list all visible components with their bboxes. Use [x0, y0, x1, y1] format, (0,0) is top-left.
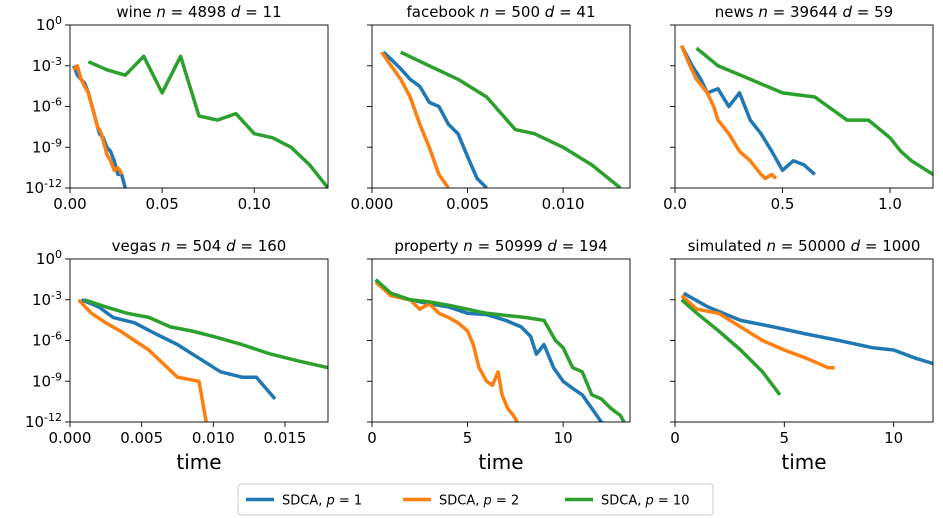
series-group	[680, 291, 933, 396]
legend-label: SDCA, p = 1	[282, 494, 362, 509]
y-tick-label: 10-9	[32, 136, 62, 156]
legend-label: SDCA, p = 2	[439, 494, 519, 509]
series-line-2	[72, 64, 124, 176]
series-line-2	[374, 280, 519, 422]
legend-entry-2: SDCA, p = 2	[403, 494, 519, 509]
panel-title: simulated n = 50000 d = 1000	[688, 237, 921, 255]
subplot-6: 0 5 10 simulated n = 50000 d = 1000 time	[670, 237, 934, 474]
legend-box	[237, 483, 714, 516]
x-axis-label: time	[781, 450, 826, 474]
series-line-1	[679, 44, 816, 176]
series-line-2	[380, 51, 450, 188]
x-tick-label: 10	[554, 429, 573, 447]
series-line-3	[680, 298, 782, 396]
series-line-3	[83, 298, 328, 370]
panel-title: news n = 39644 d = 59	[715, 3, 893, 21]
panel-title: property n = 50999 d = 194	[394, 237, 607, 255]
x-tick-label: 0.0	[663, 195, 687, 213]
y-tick-label: 100	[36, 248, 62, 268]
series-line-3	[695, 46, 933, 176]
x-tick-label: 0.00	[53, 195, 86, 213]
x-tick-label: 10	[884, 429, 903, 447]
x-axis-label: time	[478, 450, 523, 474]
y-tick-label: 10-9	[32, 370, 62, 390]
x-tick-label: 0.010	[542, 195, 585, 213]
legend: SDCA, p = 1 SDCA, p = 2 SDCA, p = 10	[237, 483, 714, 516]
axis-frame	[674, 258, 934, 423]
x-tick-label: 0.05	[145, 195, 178, 213]
legend-entry-1: SDCA, p = 1	[246, 494, 362, 509]
panel-title: wine n = 4898 d = 11	[116, 3, 281, 21]
x-tick-label: 0.005	[120, 429, 163, 447]
x-tick-label: 5	[463, 429, 473, 447]
series-group	[374, 278, 626, 422]
subplot-1: 100 10-3 10-6 10-9 10-120.00 0.05 0.10 wine n =…	[25, 3, 329, 213]
x-tick-label: 1.0	[878, 195, 902, 213]
series-line-3	[399, 50, 622, 188]
x-tick-label: 0	[367, 429, 377, 447]
x-tick-label: 0.000	[351, 195, 394, 213]
x-tick-label: 0.015	[264, 429, 307, 447]
y-tick-label: 10-6	[32, 330, 62, 350]
panel-title: vegas n = 504 d = 160	[112, 237, 287, 255]
axis-frame	[69, 24, 329, 189]
series-line-3	[87, 54, 328, 188]
y-tick-label: 10-3	[32, 55, 62, 75]
x-tick-label: 0.10	[238, 195, 271, 213]
series-line-1	[682, 291, 933, 366]
series-line-2	[77, 298, 208, 422]
series-line-3	[374, 278, 626, 422]
x-tick-label: 5	[780, 429, 790, 447]
x-tick-label: 0	[670, 429, 680, 447]
legend-label: SDCA, p = 10	[601, 494, 689, 509]
series-line-2	[679, 45, 778, 181]
panel-title: facebook n = 500 d = 41	[406, 3, 595, 21]
y-tick-label: 10-12	[25, 411, 62, 431]
series-group	[72, 54, 328, 188]
series-line-1	[382, 50, 488, 188]
series-group	[380, 50, 622, 188]
series-line-2	[680, 294, 835, 370]
series-group	[679, 44, 933, 181]
x-tick-label: 0.000	[49, 429, 92, 447]
axis-frame	[69, 258, 329, 423]
subplot-3: 0.0 0.5 1.0 news n = 39644 d = 59	[663, 3, 934, 213]
subplot-2: 0.000 0.005 0.010 facebook n = 500 d = 41	[351, 3, 631, 213]
series-group	[77, 298, 328, 422]
legend-entry-3: SDCA, p = 10	[565, 494, 689, 509]
x-tick-label: 0.5	[771, 195, 795, 213]
y-tick-label: 10-3	[32, 289, 62, 309]
axis-frame	[371, 258, 631, 423]
subplot-5: 0 5 10 property n = 50999 d = 194 time	[367, 237, 631, 474]
x-tick-label: 0.005	[446, 195, 489, 213]
series-line-1	[80, 298, 277, 401]
x-axis-label: time	[176, 450, 221, 474]
subplot-4: 100 10-3 10-6 10-9 10-120.000 0.005 0.010 0.015…	[25, 237, 329, 474]
x-tick-label: 0.010	[192, 429, 235, 447]
y-tick-label: 10-12	[25, 177, 62, 197]
y-tick-label: 10-6	[32, 96, 62, 116]
y-tick-label: 100	[36, 14, 62, 34]
